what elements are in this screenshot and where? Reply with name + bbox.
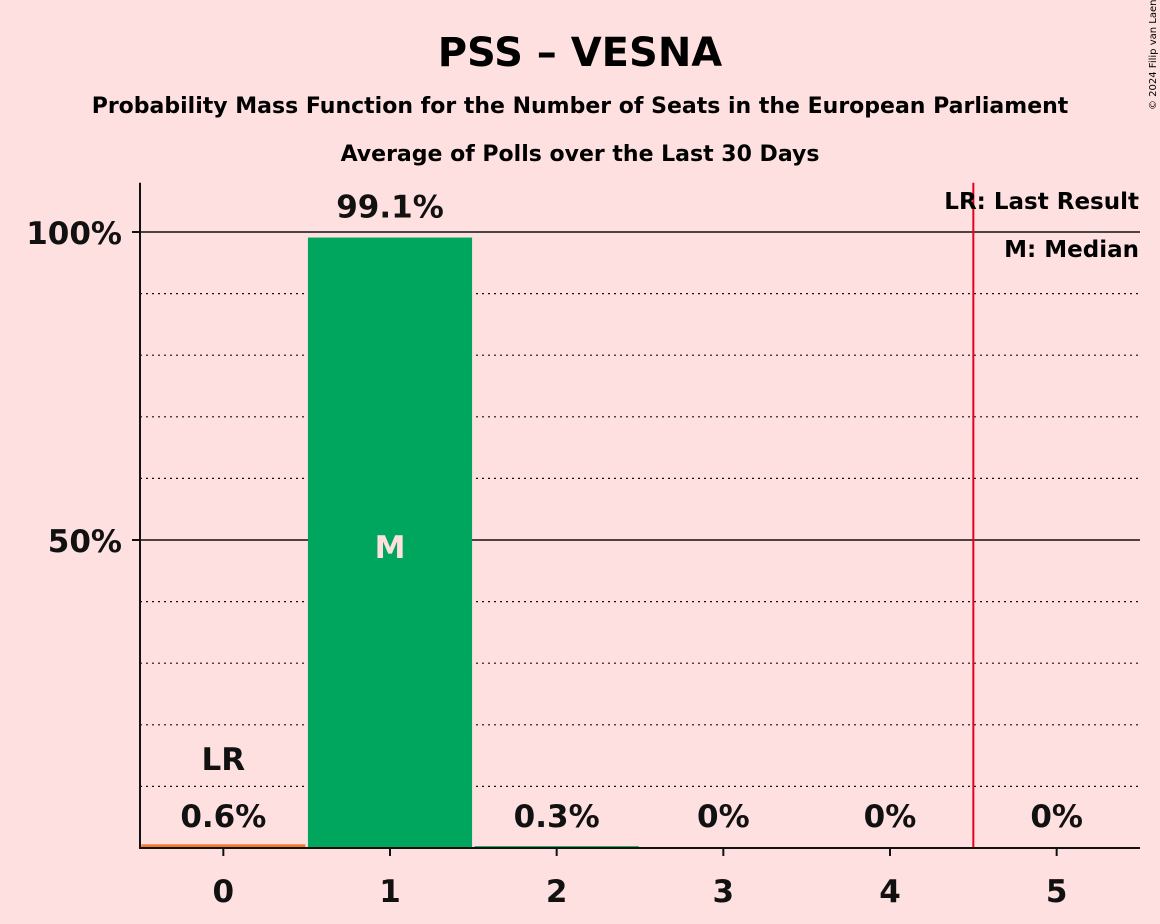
legend-median: M: Median: [1004, 237, 1139, 263]
chart-title: PSS – VESNA: [438, 30, 723, 76]
chart-subtitle: Probability Mass Function for the Number…: [92, 94, 1069, 119]
bar-1: [307, 237, 473, 848]
data-label-3: 0%: [697, 799, 750, 835]
data-label-1: 99.1%: [336, 190, 444, 226]
data-label-5: 0%: [1030, 799, 1083, 835]
x-tick-label: 0: [213, 874, 235, 910]
y-tick-label: 100%: [26, 216, 122, 252]
data-labels: 0.6% LR 99.1% M 0.3% 0% 0% 0%: [180, 190, 1083, 835]
median-marker: M: [375, 530, 406, 566]
bars: [141, 182, 975, 848]
chart-subtitle-secondary: Average of Polls over the Last 30 Days: [341, 142, 820, 167]
last-result-marker: LR: [202, 742, 246, 778]
gridlines: [140, 231, 1140, 788]
tick-labels: 50% 100% 0 1 2 3 4 5: [26, 216, 1067, 910]
x-tick-label: 2: [546, 874, 568, 910]
y-tick-label: 50%: [48, 524, 122, 560]
x-tick-label: 3: [713, 874, 735, 910]
x-tick-label: 5: [1046, 874, 1068, 910]
data-label-0: 0.6%: [180, 799, 266, 835]
data-label-4: 0%: [864, 799, 917, 835]
bar-0: [141, 844, 306, 848]
data-label-2: 0.3%: [514, 799, 600, 835]
axes: [139, 182, 1140, 849]
x-tick-label: 4: [879, 874, 901, 910]
legend-last-result: LR: Last Result: [944, 189, 1139, 215]
copyright-text: © 2024 Filip van Laenen: [1148, 0, 1159, 110]
x-tick-label: 1: [379, 874, 401, 910]
